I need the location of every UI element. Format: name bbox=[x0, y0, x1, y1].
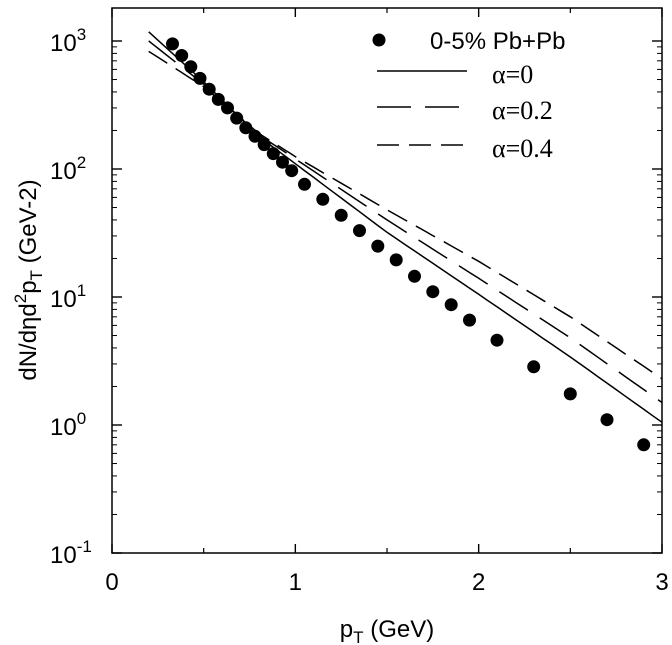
data-point bbox=[353, 224, 366, 238]
y-tick-label: 101 bbox=[50, 281, 86, 313]
legend-label-alpha02: α=0.2 bbox=[492, 96, 553, 125]
data-point bbox=[202, 82, 216, 96]
data-point bbox=[490, 333, 504, 347]
series-line-2 bbox=[148, 40, 662, 404]
legend-label-alpha0: α=0 bbox=[492, 60, 533, 89]
data-point bbox=[166, 37, 179, 51]
data-point bbox=[276, 155, 289, 169]
data-point bbox=[266, 147, 280, 161]
y-tick-label: 102 bbox=[50, 153, 86, 185]
series-line-1 bbox=[148, 31, 662, 423]
data-point bbox=[193, 71, 207, 85]
data-point bbox=[230, 111, 244, 125]
data-point bbox=[426, 285, 440, 299]
legend-marker-points bbox=[372, 33, 386, 47]
data-point bbox=[257, 138, 271, 152]
legend: 0-5% Pb+Pb α=0 α=0.2 α=0.4 bbox=[372, 28, 565, 163]
legend-label-points: 0-5% Pb+Pb bbox=[430, 28, 565, 55]
data-point bbox=[221, 101, 234, 115]
data-point bbox=[527, 360, 541, 374]
x-tick-label: 3 bbox=[655, 569, 668, 596]
data-point bbox=[316, 192, 330, 206]
y-tick-label: 100 bbox=[50, 409, 86, 441]
data-point bbox=[371, 239, 385, 253]
y-tick-label: 10-1 bbox=[50, 537, 92, 569]
data-point bbox=[637, 438, 651, 452]
data-point bbox=[248, 129, 262, 143]
data-point bbox=[444, 298, 458, 312]
data-point bbox=[334, 208, 348, 222]
data-point bbox=[408, 269, 421, 283]
plot-frame bbox=[111, 7, 663, 554]
x-tick-label: 2 bbox=[472, 569, 485, 596]
series-line-3 bbox=[148, 50, 662, 380]
data-point bbox=[184, 60, 198, 74]
data-point bbox=[211, 92, 225, 106]
data-point bbox=[389, 253, 403, 267]
data-point bbox=[463, 313, 476, 327]
data-point bbox=[600, 413, 614, 427]
data-point bbox=[239, 121, 253, 135]
legend-label-alpha04: α=0.4 bbox=[492, 134, 553, 163]
data-point bbox=[285, 164, 299, 178]
y-tick-label: 103 bbox=[50, 25, 86, 57]
y-axis-label: dN/dηd2pT (GeV-2) bbox=[11, 179, 46, 380]
data-point bbox=[298, 177, 311, 191]
data-point bbox=[563, 387, 577, 401]
data-point bbox=[175, 49, 189, 62]
x-axis-label: pT (GeV) bbox=[340, 616, 434, 645]
x-tick-label: 1 bbox=[289, 569, 302, 596]
x-tick-label: 0 bbox=[105, 569, 118, 596]
